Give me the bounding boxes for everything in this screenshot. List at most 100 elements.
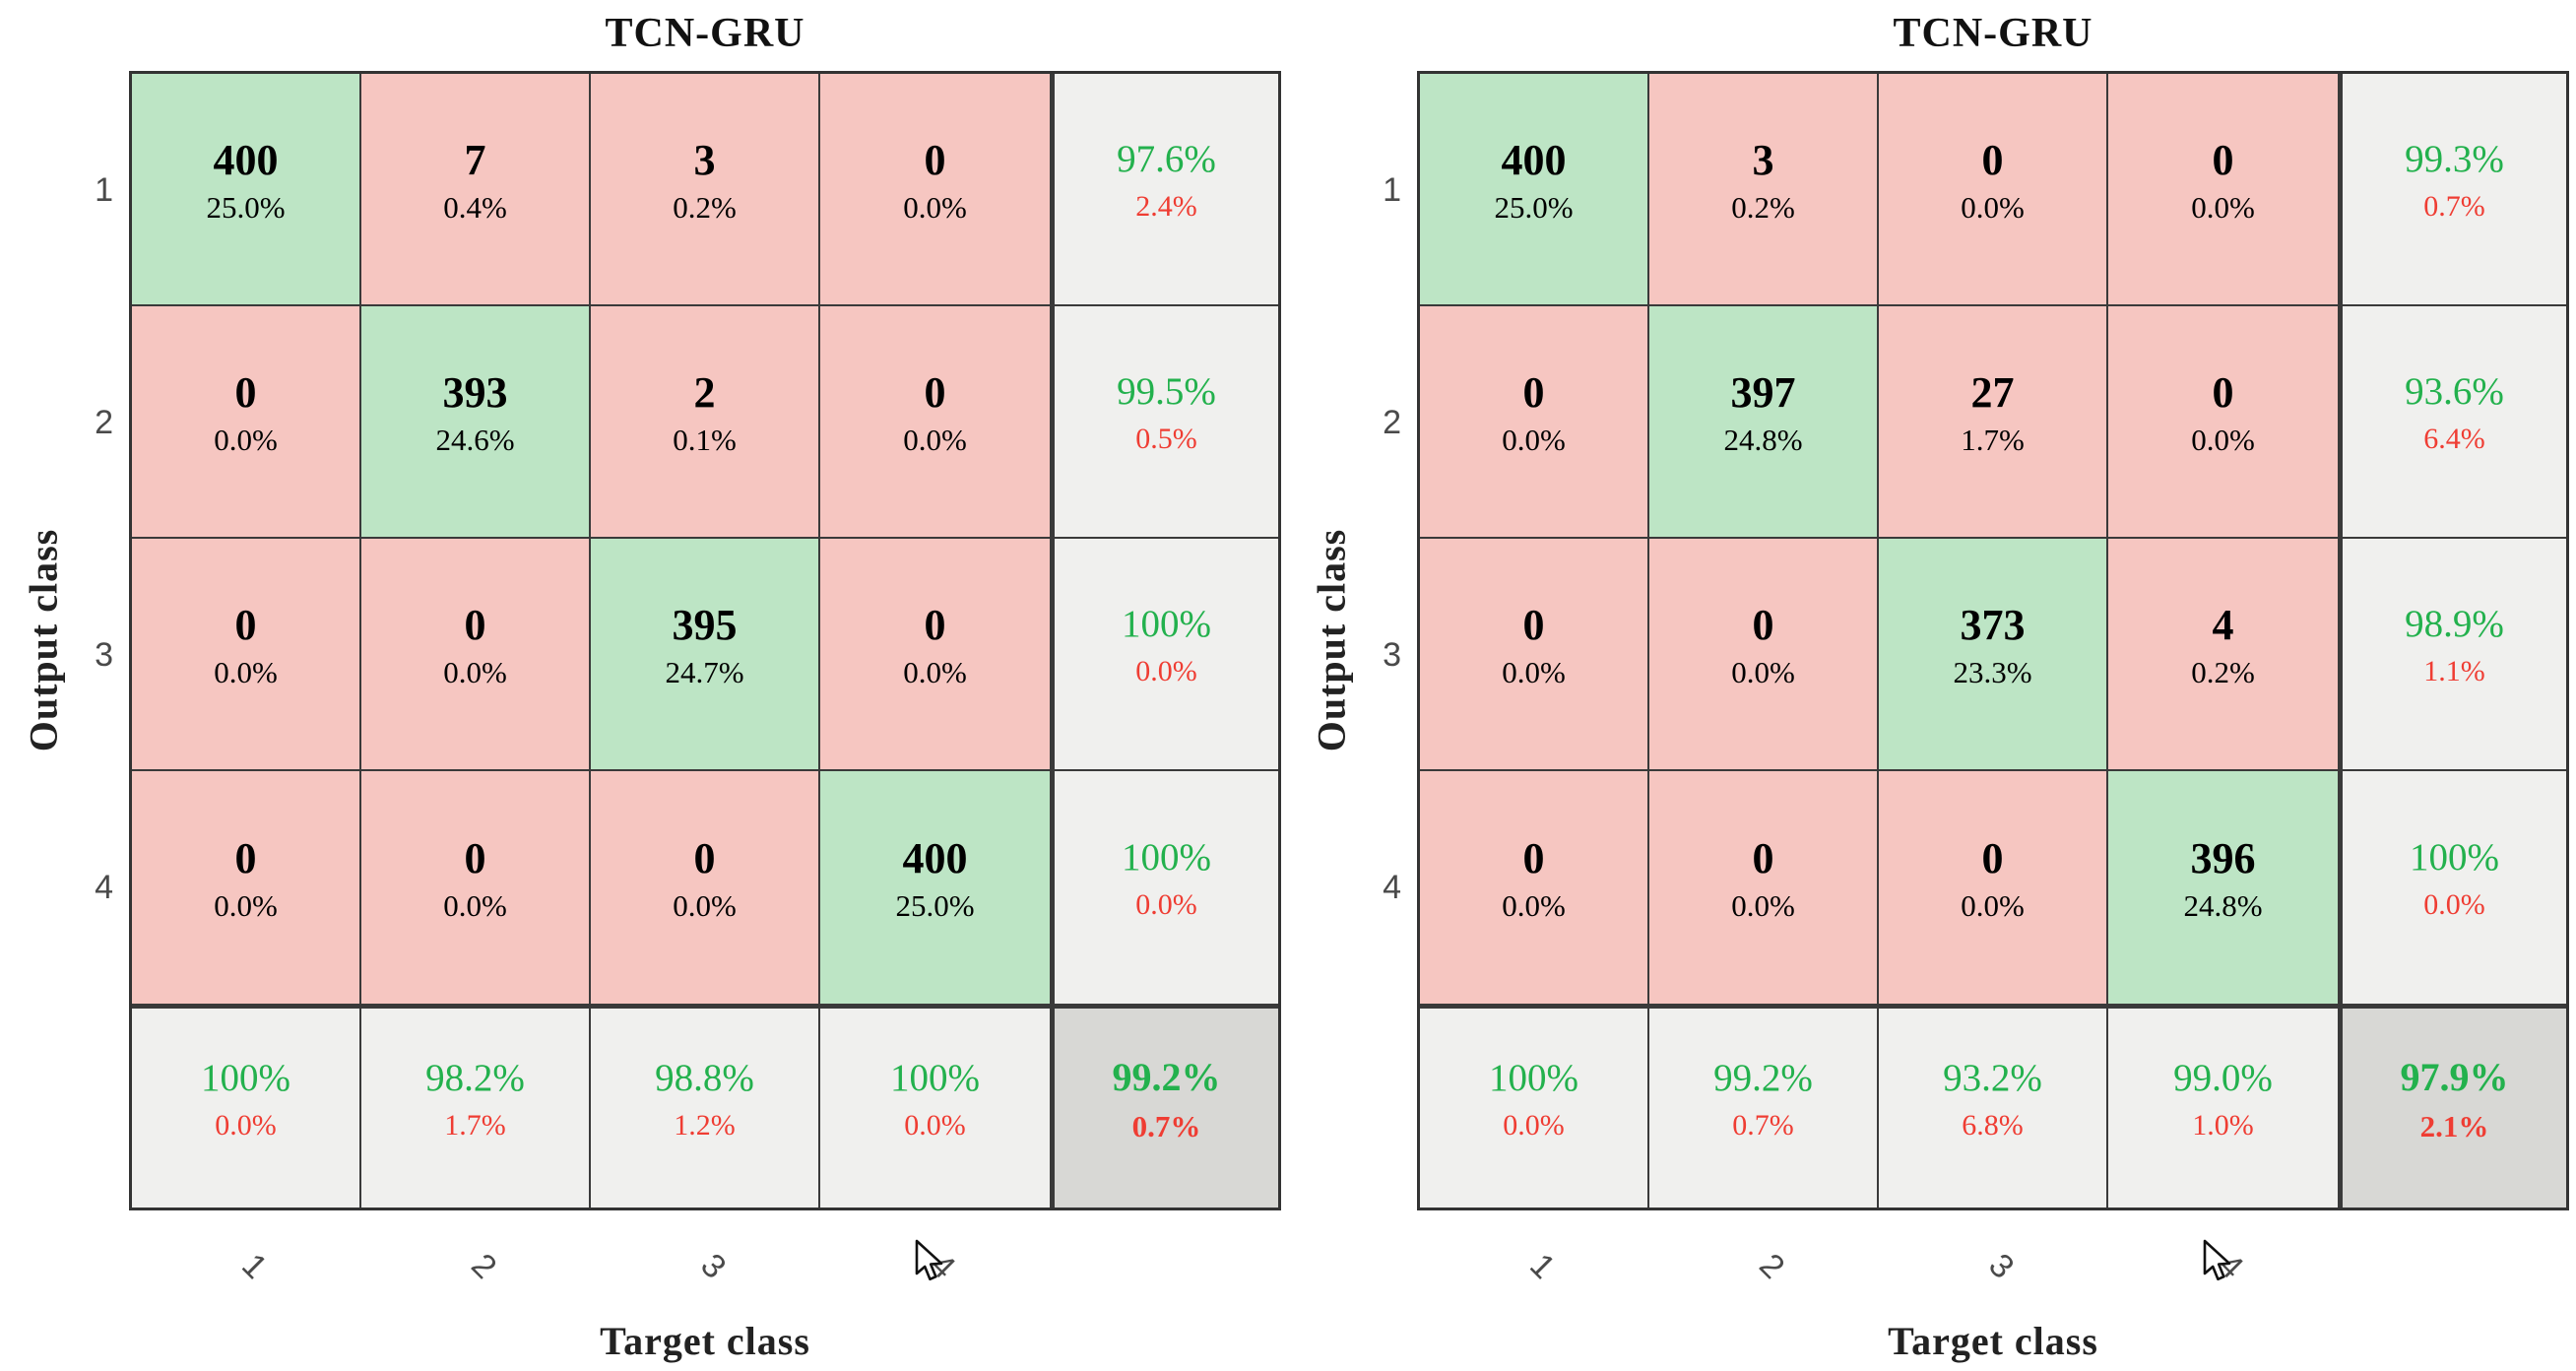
cell-sub-value: 0.7%	[2423, 189, 2485, 223]
cell-main-value: 93.6%	[2405, 369, 2504, 413]
cell-main-value: 100%	[1122, 835, 1211, 879]
cell-sub-value: 24.8%	[2183, 887, 2263, 923]
col-summary-3: 98.8% 1.2%	[591, 1004, 820, 1208]
x-tick-label-1: 1	[1522, 1246, 1563, 1286]
matrix-cell-r3-c2: 0 0.0%	[361, 539, 591, 771]
chart-title: TCN-GRU	[1893, 11, 2093, 56]
cell-sub-value: 0.0%	[903, 654, 967, 689]
col-summary-2: 99.2% 0.7%	[1649, 1004, 1879, 1208]
cell-main-value: 0	[234, 600, 257, 649]
cell-main-value: 97.9%	[2400, 1054, 2509, 1099]
confusion-matrix-grid: 400 25.0% 7 0.4% 3 0.2% 0 0.0% 97.6% 2.4% 0 0.0% 393…	[129, 71, 1281, 1210]
matrix-cell-r2-c3: 27 1.7%	[1879, 306, 2108, 539]
mouse-cursor-icon	[915, 1239, 943, 1281]
col-summary-1: 100% 0.0%	[132, 1004, 361, 1208]
y-tick-label-3: 3	[95, 636, 113, 674]
cell-sub-value: 0.2%	[1731, 189, 1795, 225]
cell-sub-value: 0.0%	[1502, 422, 1566, 457]
cell-sub-value: 0.7%	[1131, 1108, 1201, 1143]
row-summary-2: 99.5% 0.5%	[1050, 306, 1278, 539]
cell-sub-value: 0.0%	[1503, 1108, 1565, 1142]
cell-sub-value: 0.2%	[673, 189, 737, 225]
matrix-cell-r2-c3: 2 0.1%	[591, 306, 820, 539]
cell-sub-value: 0.0%	[1135, 654, 1197, 687]
matrix-cell-r2-c4: 0 0.0%	[820, 306, 1050, 539]
matrix-cell-r3-c3: 395 24.7%	[591, 539, 820, 771]
cell-sub-value: 23.3%	[1953, 654, 2032, 689]
cell-sub-value: 2.4%	[1135, 189, 1197, 223]
cell-sub-value: 1.2%	[674, 1108, 736, 1142]
row-summary-3: 98.9% 1.1%	[2338, 539, 2566, 771]
cell-main-value: 396	[2190, 833, 2256, 882]
row-summary-4: 100% 0.0%	[2338, 771, 2566, 1004]
cell-sub-value: 0.0%	[1961, 887, 2025, 923]
cell-main-value: 98.2%	[425, 1056, 525, 1099]
overall-accuracy-cell: 97.9% 2.1%	[2338, 1004, 2566, 1208]
cell-sub-value: 24.7%	[665, 654, 744, 689]
cell-main-value: 0	[693, 833, 716, 882]
cell-sub-value: 0.0%	[214, 422, 278, 457]
x-tick-label-2: 2	[464, 1246, 504, 1286]
cell-sub-value: 6.4%	[2423, 422, 2485, 455]
cell-sub-value: 0.0%	[2191, 189, 2255, 225]
cell-sub-value: 0.0%	[2191, 422, 2255, 457]
matrix-cell-r4-c2: 0 0.0%	[361, 771, 591, 1004]
overall-accuracy-cell: 99.2% 0.7%	[1050, 1004, 1278, 1208]
cell-main-value: 100%	[890, 1056, 980, 1099]
x-tick-label-3: 3	[693, 1246, 734, 1286]
cell-main-value: 0	[1981, 135, 2004, 184]
cell-main-value: 100%	[1489, 1056, 1578, 1099]
matrix-cell-r1-c3: 3 0.2%	[591, 74, 820, 306]
cell-sub-value: 0.4%	[443, 189, 507, 225]
cell-sub-value: 1.0%	[2192, 1108, 2254, 1142]
row-summary-2: 93.6% 6.4%	[2338, 306, 2566, 539]
cell-main-value: 100%	[2410, 835, 2499, 879]
matrix-cell-r4-c1: 0 0.0%	[1420, 771, 1649, 1004]
col-summary-2: 98.2% 1.7%	[361, 1004, 591, 1208]
x-tick-label-1: 1	[234, 1246, 275, 1286]
cell-sub-value: 6.8%	[1962, 1108, 2024, 1142]
x-tick-label-2: 2	[1752, 1246, 1792, 1286]
matrix-cell-r3-c3: 373 23.3%	[1879, 539, 2108, 771]
cell-sub-value: 0.0%	[1135, 887, 1197, 921]
matrix-cell-r3-c1: 0 0.0%	[132, 539, 361, 771]
cell-sub-value: 0.5%	[1135, 422, 1197, 455]
cell-sub-value: 0.0%	[443, 887, 507, 923]
cell-main-value: 7	[464, 135, 486, 184]
chart-title: TCN-GRU	[605, 11, 805, 56]
row-summary-1: 97.6% 2.4%	[1050, 74, 1278, 306]
y-tick-label-4: 4	[95, 869, 113, 906]
cell-main-value: 99.3%	[2405, 137, 2504, 180]
cell-main-value: 100%	[1122, 602, 1211, 645]
cell-main-value: 400	[902, 833, 968, 882]
cell-main-value: 3	[1752, 135, 1774, 184]
cell-main-value: 0	[1522, 367, 1545, 417]
cell-sub-value: 25.0%	[206, 189, 286, 225]
matrix-cell-r3-c2: 0 0.0%	[1649, 539, 1879, 771]
cell-main-value: 0	[2212, 367, 2234, 417]
cell-main-value: 99.2%	[1112, 1054, 1221, 1099]
cell-sub-value: 0.0%	[1502, 887, 1566, 923]
cell-main-value: 0	[1522, 833, 1545, 882]
cell-main-value: 98.8%	[655, 1056, 754, 1099]
cell-main-value: 0	[464, 600, 486, 649]
cell-sub-value: 1.1%	[2423, 654, 2485, 687]
cell-main-value: 393	[442, 367, 508, 417]
cell-main-value: 397	[1730, 367, 1796, 417]
cell-main-value: 4	[2212, 600, 2234, 649]
cell-sub-value: 0.0%	[1961, 189, 2025, 225]
cell-main-value: 3	[693, 135, 716, 184]
cell-sub-value: 0.0%	[1502, 654, 1566, 689]
matrix-cell-r1-c4: 0 0.0%	[820, 74, 1050, 306]
cell-main-value: 0	[924, 600, 946, 649]
cell-main-value: 97.6%	[1117, 137, 1216, 180]
y-tick-label-1: 1	[95, 171, 113, 209]
matrix-cell-r4-c4: 400 25.0%	[820, 771, 1050, 1004]
matrix-cell-r4-c1: 0 0.0%	[132, 771, 361, 1004]
col-summary-4: 100% 0.0%	[820, 1004, 1050, 1208]
cell-main-value: 100%	[201, 1056, 290, 1099]
cell-main-value: 0	[464, 833, 486, 882]
cell-main-value: 0	[234, 833, 257, 882]
matrix-cell-r4-c3: 0 0.0%	[591, 771, 820, 1004]
x-axis-label: Target class	[1888, 1319, 2098, 1363]
